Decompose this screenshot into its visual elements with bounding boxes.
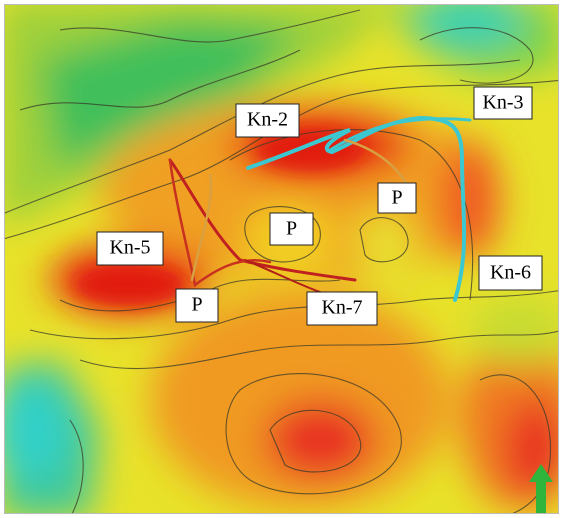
well-label: Kn-7	[306, 291, 378, 326]
well-label: Kn-6	[478, 255, 543, 291]
north-arrow	[529, 464, 553, 514]
label-text: Kn-2	[247, 109, 288, 131]
label-box	[235, 103, 300, 138]
label-box	[96, 231, 164, 266]
label-text: P	[391, 187, 402, 209]
label-text: Kn-7	[321, 297, 362, 319]
label-text: P	[286, 218, 297, 240]
well-label: P	[377, 182, 417, 214]
label-box	[377, 182, 417, 214]
label-text: Kn-3	[482, 92, 523, 114]
well-label: P	[175, 288, 219, 323]
well-label: P	[269, 212, 314, 246]
label-text: Kn-5	[109, 237, 150, 259]
well-label: Kn-5	[96, 231, 164, 266]
map-border	[4, 4, 559, 514]
label-text: Kn-6	[490, 262, 531, 284]
label-box	[306, 291, 378, 326]
label-box	[269, 212, 314, 246]
label-box	[473, 86, 533, 120]
label-box	[175, 288, 219, 323]
well-label: Kn-2	[235, 103, 300, 138]
label-text: P	[191, 294, 202, 316]
well-label: Kn-3	[473, 86, 533, 120]
label-box	[478, 255, 543, 291]
